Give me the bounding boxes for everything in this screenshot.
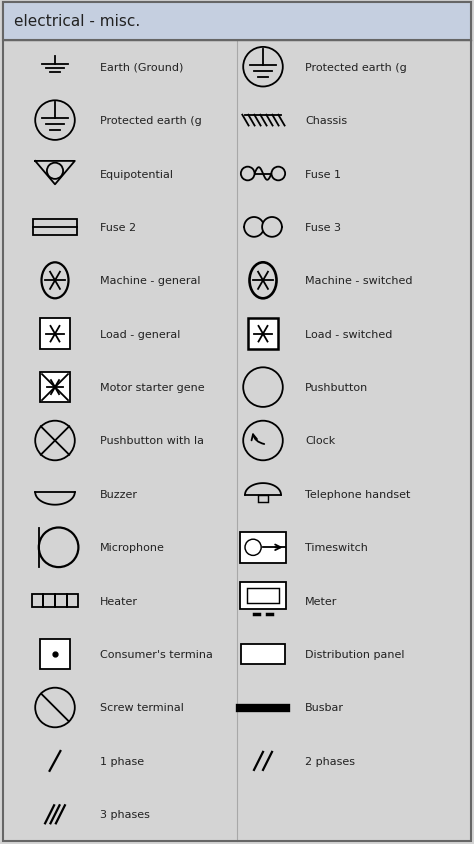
Bar (32, 595, 43, 608)
Bar (239, 533, 286, 563)
Text: Pushbutton: Pushbutton (305, 382, 368, 392)
Circle shape (262, 218, 282, 237)
Bar (43, 595, 55, 608)
Text: Motor starter gene: Motor starter gene (100, 382, 205, 392)
Circle shape (35, 688, 75, 728)
Bar (40, 319, 70, 349)
Bar (248, 319, 278, 349)
Circle shape (241, 167, 255, 181)
Text: Screw terminal: Screw terminal (100, 703, 184, 712)
Bar (33, 219, 77, 235)
Text: Machine - general: Machine - general (100, 276, 201, 286)
Text: Fuse 2: Fuse 2 (100, 223, 136, 233)
Bar (247, 588, 279, 603)
Bar (239, 582, 286, 609)
Text: Distribution panel: Distribution panel (305, 649, 404, 659)
Text: Protected earth (g: Protected earth (g (100, 116, 202, 126)
Circle shape (244, 218, 264, 237)
Text: Fuse 3: Fuse 3 (305, 223, 341, 233)
Text: Meter: Meter (305, 596, 337, 606)
Bar (241, 645, 284, 664)
Text: electrical - misc.: electrical - misc. (14, 14, 140, 30)
Circle shape (243, 421, 283, 461)
Bar (257, 495, 268, 502)
Circle shape (272, 167, 285, 181)
Circle shape (35, 421, 75, 461)
Bar (67, 595, 78, 608)
Bar (40, 372, 70, 403)
Text: Timeswitch: Timeswitch (305, 543, 368, 553)
Text: Pushbutton with la: Pushbutton with la (100, 436, 204, 446)
Text: Load - general: Load - general (100, 329, 181, 339)
Bar (40, 639, 70, 669)
Text: Microphone: Microphone (100, 543, 165, 553)
Text: Equipotential: Equipotential (100, 170, 174, 179)
Bar (3, 3, 471, 41)
Text: Machine - switched: Machine - switched (305, 276, 412, 286)
Text: Fuse 1: Fuse 1 (305, 170, 341, 179)
Text: Protected earth (g: Protected earth (g (305, 62, 407, 73)
Text: Earth (Ground): Earth (Ground) (100, 62, 183, 73)
Text: Telephone handset: Telephone handset (305, 490, 410, 500)
Text: Consumer's termina: Consumer's termina (100, 649, 213, 659)
Text: 3 phases: 3 phases (100, 809, 150, 820)
Circle shape (243, 368, 283, 408)
Bar (55, 595, 67, 608)
Text: Busbar: Busbar (305, 703, 344, 712)
Text: Clock: Clock (305, 436, 335, 446)
Ellipse shape (249, 263, 276, 299)
Text: Heater: Heater (100, 596, 138, 606)
Circle shape (39, 528, 78, 567)
Text: Load - switched: Load - switched (305, 329, 392, 339)
Text: Chassis: Chassis (305, 116, 347, 126)
Text: Buzzer: Buzzer (100, 490, 138, 500)
Text: 2 phases: 2 phases (305, 756, 355, 766)
Text: 1 phase: 1 phase (100, 756, 144, 766)
Ellipse shape (42, 263, 69, 299)
